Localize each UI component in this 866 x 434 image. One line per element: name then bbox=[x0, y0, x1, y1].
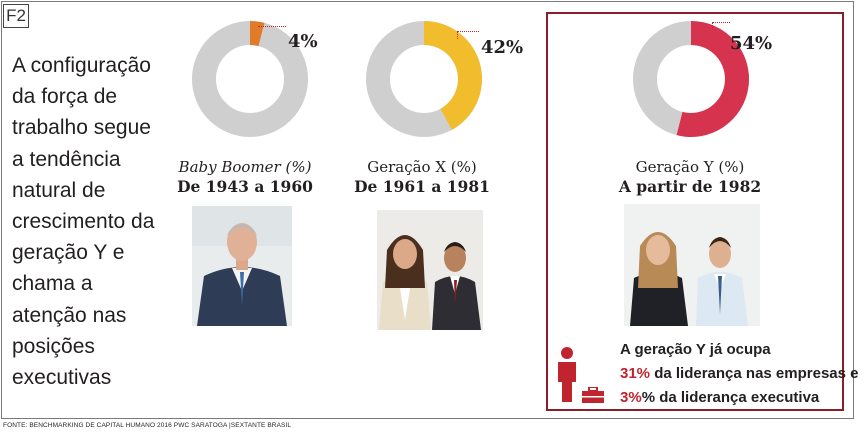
stats-text: A geração Y já ocupa 31% da liderança na… bbox=[620, 338, 858, 410]
intro-line: crescimento da bbox=[12, 210, 155, 234]
donut-track bbox=[192, 21, 308, 137]
donut-slice bbox=[424, 21, 483, 130]
intro-line: executivas bbox=[12, 366, 112, 390]
percent-label: 54% bbox=[730, 33, 773, 54]
briefcase-icon bbox=[582, 387, 604, 403]
intro-line: chama a bbox=[12, 272, 93, 296]
generation-y-photo bbox=[624, 204, 760, 326]
generation-label: Baby Boomer (%) bbox=[178, 158, 312, 176]
donut-chart-baby-boomer bbox=[192, 21, 308, 137]
intro-text: A configuração da força de trabalho segu… bbox=[12, 50, 172, 393]
intro-line: a tendência bbox=[12, 147, 121, 171]
stat-label-executive: % da liderança executiva bbox=[641, 389, 820, 406]
person-icon bbox=[558, 347, 576, 402]
intro-line: posições bbox=[12, 334, 95, 358]
generation-label: Geração Y (%) bbox=[635, 158, 745, 176]
generation-range: De 1943 a 1960 bbox=[177, 177, 313, 196]
figure-tag: F2 bbox=[3, 4, 29, 28]
intro-line: da força de bbox=[12, 85, 118, 109]
generation-y-highlight-box bbox=[546, 12, 844, 411]
stat-line-2: 31% da liderança nas empresas e bbox=[620, 362, 858, 386]
intro-line: trabalho segue bbox=[12, 116, 151, 140]
stat-line-1: A geração Y já ocupa bbox=[620, 341, 771, 358]
generation-range: De 1961 a 1981 bbox=[354, 177, 490, 196]
source-note: FONTE: BENCHMARKING DE CAPITAL HUMANO 20… bbox=[3, 422, 292, 429]
pointer-line bbox=[457, 31, 479, 32]
stat-value-executive: 3% bbox=[620, 389, 642, 406]
stat-line-3: 3%% da liderança executiva bbox=[620, 386, 842, 410]
intro-line: natural de bbox=[12, 178, 106, 202]
intro-line: A configuração bbox=[12, 54, 151, 77]
baby-boomer-photo bbox=[192, 206, 292, 326]
pointer-line bbox=[712, 22, 730, 23]
pointer-line bbox=[457, 31, 458, 39]
stat-value-leadership: 31% bbox=[620, 365, 651, 382]
generation-label: Geração X (%) bbox=[367, 158, 477, 176]
intro-line: atenção nas bbox=[12, 303, 127, 327]
pointer-line bbox=[258, 26, 286, 27]
donut-chart-generation-x bbox=[366, 21, 483, 137]
figure-frame bbox=[1, 1, 854, 419]
donut-slice bbox=[250, 21, 265, 47]
donut-slice bbox=[676, 21, 749, 137]
intro-line: geração Y e bbox=[12, 241, 125, 265]
pointer-line bbox=[712, 22, 713, 30]
percent-label: 42% bbox=[481, 37, 524, 58]
generation-x-photo bbox=[377, 210, 483, 330]
stat-label-leadership: da liderança nas empresas e bbox=[650, 365, 859, 382]
percent-label: 4% bbox=[288, 31, 318, 52]
donut-chart-generation-y bbox=[633, 21, 749, 137]
generation-range: A partir de 1982 bbox=[618, 177, 762, 196]
